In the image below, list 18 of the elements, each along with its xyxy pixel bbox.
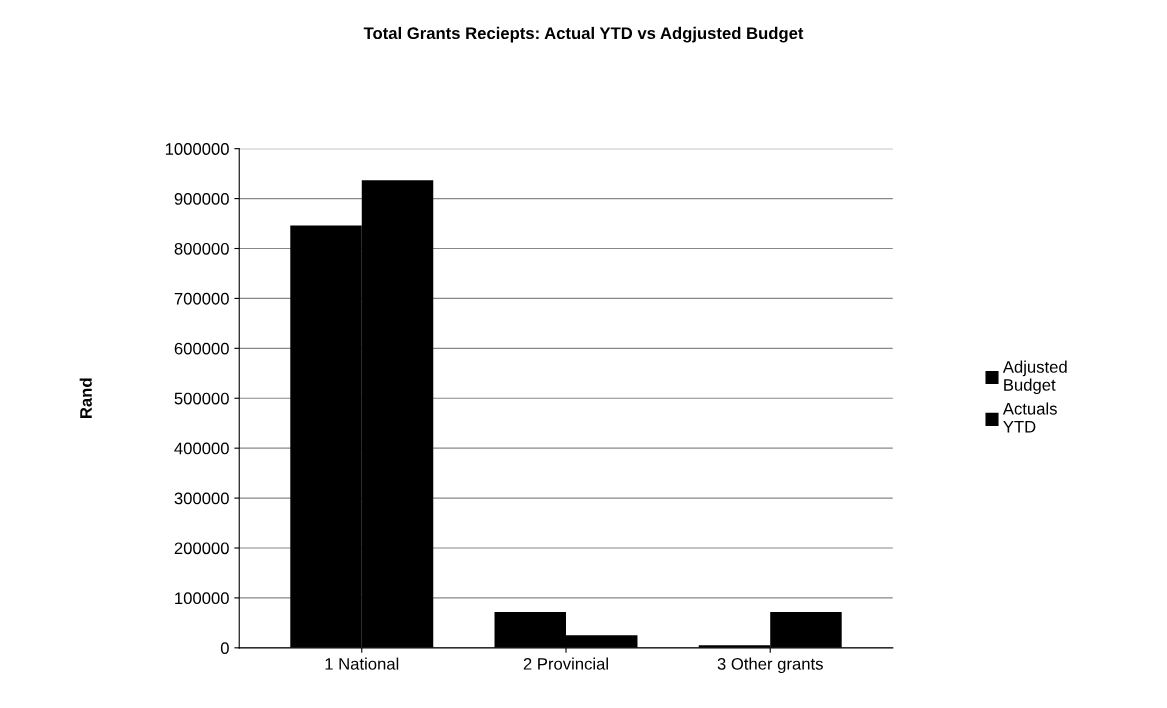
legend-label: Adjusted Budget <box>1002 360 1067 395</box>
y-tick-label: 100000 <box>175 592 229 605</box>
y-tick-label: 700000 <box>174 292 229 305</box>
legend-label: Actuals YTD <box>1002 402 1057 433</box>
y-tick-label: 800000 <box>174 242 229 255</box>
y-axis-title: Rand <box>79 378 92 418</box>
chart-title: Total Grants Reciepts: Actual YTD vs Adgjusted Budget <box>363 26 804 43</box>
x-tick-label: 3 Other grants <box>717 657 823 674</box>
y-tick-label: 1000000 <box>165 143 229 155</box>
y-tick-label: 200000 <box>174 542 229 555</box>
x-tick-label: 1 National <box>325 657 399 670</box>
y-tick-label: 400000 <box>174 442 229 455</box>
x-tick-label: 2 Provincial <box>523 657 608 670</box>
y-tick-label: 300000 <box>174 492 229 505</box>
y-tick-label: 500000 <box>174 392 229 405</box>
y-tick-label: 900000 <box>174 193 229 205</box>
y-tick-label: 600000 <box>174 342 229 355</box>
y-tick-label: 0 <box>220 642 229 655</box>
